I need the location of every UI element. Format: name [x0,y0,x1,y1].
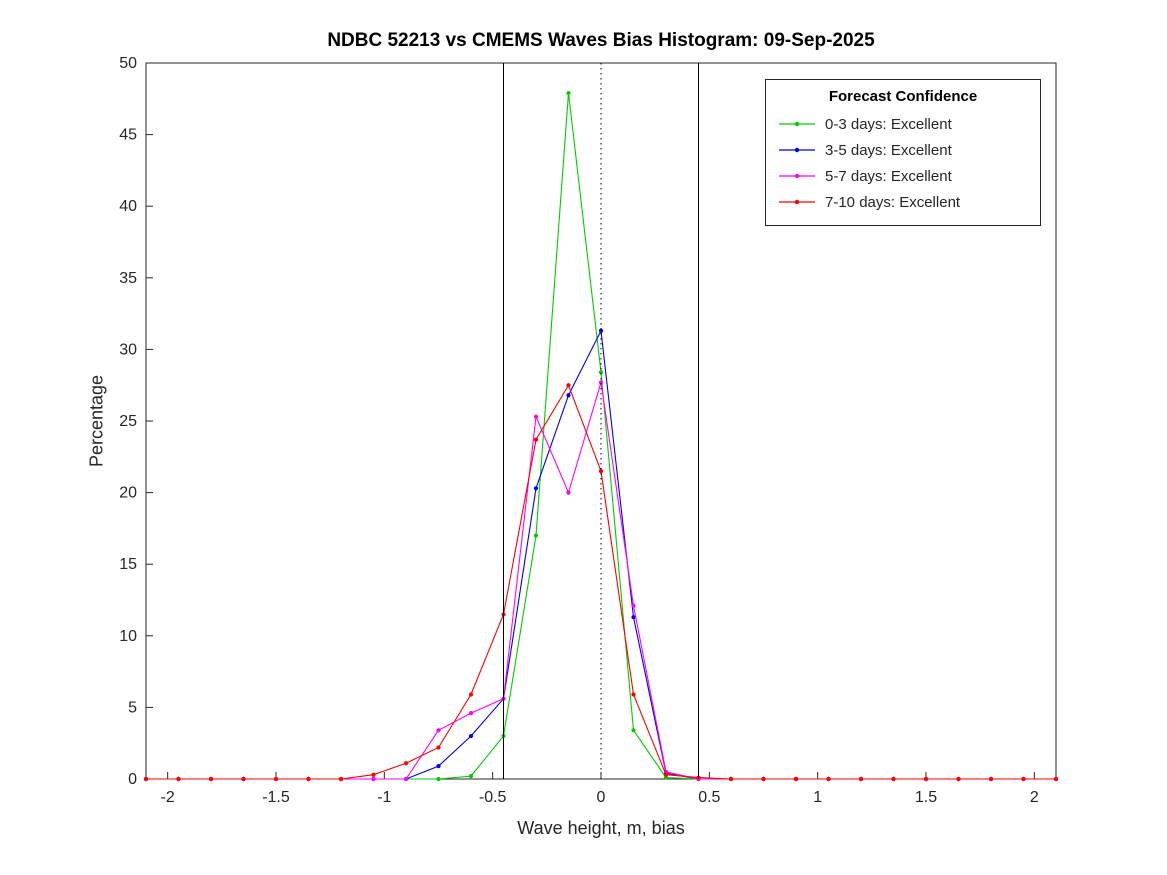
x-tick-label: 2 [1030,789,1039,806]
series-marker [436,728,441,733]
legend-entry: 3-5 days: Excellent [766,137,1040,163]
y-tick-label: 45 [119,127,137,144]
series-marker [956,776,961,782]
series-marker [436,745,441,750]
x-tick-label: -1 [377,789,391,806]
series-marker [598,370,604,375]
series-marker [598,328,604,333]
x-tick-label: -2 [161,789,175,806]
series-marker [468,711,474,716]
x-tick-label: -0.5 [479,789,507,806]
y-tick-label: 35 [119,270,137,287]
x-tick-label: 0.5 [698,789,720,806]
series-marker [923,776,929,782]
x-tick-label: -1.5 [262,789,290,806]
series-marker [566,383,571,388]
y-tick-label: 30 [119,341,137,358]
series-line-5-7-days [146,382,1056,780]
series-marker [761,776,766,782]
series-marker [273,776,279,782]
series-marker [176,776,181,782]
series-marker [566,490,571,495]
series-marker [403,776,409,782]
series-marker [891,776,896,782]
series-marker [533,533,539,538]
legend-entry-label: 5-7 days: Excellent [825,167,952,185]
legend-entry-label: 7-10 days: Excellent [825,193,961,211]
series-marker [631,615,636,620]
series-marker [1053,776,1059,782]
series-marker [598,380,604,385]
legend: Forecast Confidence 0-3 days: Excellent 3… [765,79,1041,226]
series-marker [241,776,246,782]
series-marker [338,776,344,782]
legend-entry: 7-10 days: Excellent [766,189,1040,215]
legend-line-sample [779,173,815,179]
series-marker [728,776,734,782]
series-marker [533,486,539,491]
series-marker [306,776,311,782]
legend-line-sample [779,199,815,205]
legend-entries: 0-3 days: Excellent 3-5 days: Excellent 5-… [766,111,1040,215]
series-marker [143,776,149,782]
chart-title: NDBC 52213 vs CMEMS Waves Bias Histogram… [327,30,875,51]
series-marker [826,776,831,782]
series-marker [793,776,799,782]
legend-line-sample [779,121,815,127]
legend-line-sample [779,147,815,153]
y-tick-label: 15 [119,556,137,573]
series-marker [663,772,669,777]
series-marker [566,90,571,96]
series-marker [403,761,409,766]
series-marker [598,469,604,474]
series-marker [468,774,474,779]
series-marker [371,776,376,782]
series-marker [208,776,214,782]
series-marker [371,772,376,777]
series-marker [468,692,474,697]
series-marker [858,776,864,782]
y-tick-label: 25 [119,413,137,430]
y-tick-label: 10 [119,628,137,645]
series-marker [631,603,636,608]
legend-entry-label: 3-5 days: Excellent [825,141,952,159]
y-tick-label: 0 [128,771,137,788]
y-tick-label: 20 [119,485,137,502]
series-marker [631,728,636,733]
x-tick-label: 1 [813,789,822,806]
series-marker [468,733,474,739]
legend-entry: 5-7 days: Excellent [766,163,1040,189]
y-tick-label: 5 [128,699,137,716]
y-axis-label: Percentage [86,374,107,468]
legend-entry-label: 0-3 days: Excellent [825,115,952,133]
x-axis-label: Wave height, m, bias [517,818,685,838]
x-tick-label: 1.5 [915,789,937,806]
series-marker [566,393,571,398]
series-marker [533,437,539,442]
legend-title: Forecast Confidence [828,88,978,105]
series-marker [436,776,441,782]
series-marker [988,776,994,782]
series-marker [631,692,636,697]
series-marker [436,764,441,769]
legend-entry: 0-3 days: Excellent [766,111,1040,137]
x-tick-label: 0 [597,789,606,806]
series-marker [1021,776,1026,782]
y-tick-label: 40 [119,198,137,215]
series-marker [533,414,539,419]
y-tick-label: 50 [119,55,137,72]
